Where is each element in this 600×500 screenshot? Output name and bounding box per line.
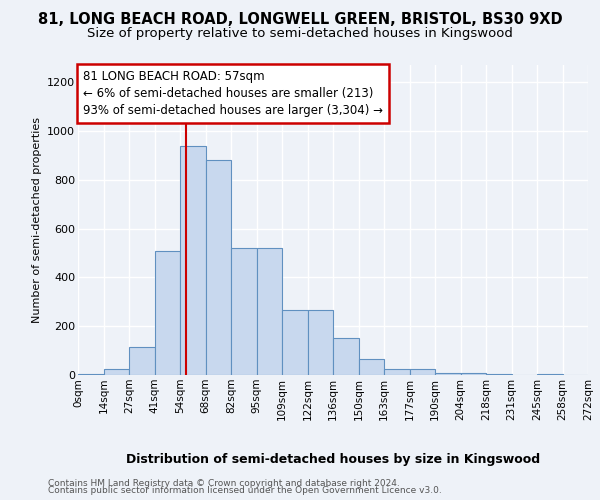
Bar <box>384 369 409 375</box>
Y-axis label: Number of semi-detached properties: Number of semi-detached properties <box>32 117 41 323</box>
Text: Contains public sector information licensed under the Open Government Licence v3: Contains public sector information licen… <box>48 486 442 495</box>
Bar <box>308 310 333 375</box>
Bar <box>155 250 180 375</box>
Bar <box>257 248 282 375</box>
Bar <box>333 338 359 375</box>
Text: 81, LONG BEACH ROAD, LONGWELL GREEN, BRISTOL, BS30 9XD: 81, LONG BEACH ROAD, LONGWELL GREEN, BRI… <box>38 12 562 28</box>
Bar <box>180 146 205 375</box>
Bar <box>129 347 155 375</box>
Bar <box>231 248 257 375</box>
Bar <box>205 160 231 375</box>
Text: Contains HM Land Registry data © Crown copyright and database right 2024.: Contains HM Land Registry data © Crown c… <box>48 478 400 488</box>
Bar <box>104 369 129 375</box>
Bar <box>359 359 384 375</box>
Text: Distribution of semi-detached houses by size in Kingswood: Distribution of semi-detached houses by … <box>126 452 540 466</box>
Text: 81 LONG BEACH ROAD: 57sqm
← 6% of semi-detached houses are smaller (213)
93% of : 81 LONG BEACH ROAD: 57sqm ← 6% of semi-d… <box>83 70 383 116</box>
Bar <box>461 372 486 375</box>
Text: Size of property relative to semi-detached houses in Kingswood: Size of property relative to semi-detach… <box>87 28 513 40</box>
Bar <box>78 374 104 375</box>
Bar <box>486 374 511 375</box>
Bar <box>537 374 563 375</box>
Bar <box>282 310 308 375</box>
Bar <box>409 369 435 375</box>
Bar <box>435 372 461 375</box>
